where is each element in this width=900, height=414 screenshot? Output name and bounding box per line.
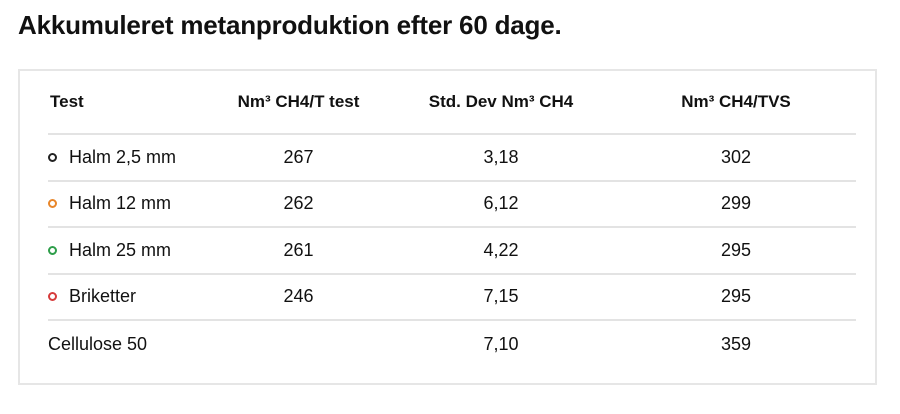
nm3-ch4-t-test-cell: 246 [283, 286, 314, 307]
std-dev-cell: 7,10 [483, 333, 519, 354]
header-nm3-ch4-tvs: Nm³ CH4/TVS [681, 92, 791, 111]
test-cell: Halm 2,5 mm [48, 147, 211, 168]
circle-marker-icon [48, 199, 57, 209]
circle-marker-icon [48, 292, 57, 302]
table-row: Halm 12 mm 262 6,12 299 [48, 182, 856, 228]
nm3-ch4-tvs-cell: 295 [720, 286, 752, 307]
std-dev-cell: 4,22 [483, 239, 519, 260]
circle-marker-icon [48, 152, 57, 162]
test-name: Cellulose 50 [48, 333, 148, 354]
header-std-dev: Std. Dev Nm³ CH4 [428, 92, 574, 111]
table-row: Briketter 246 7,15 295 [48, 275, 856, 321]
header-test: Test [50, 92, 84, 111]
std-dev-cell: 7,15 [483, 286, 519, 307]
nm3-ch4-t-test-cell: 262 [283, 193, 314, 214]
table-header-row: Test Nm³ CH4/T test Std. Dev Nm³ CH4 Nm³… [48, 71, 856, 135]
test-cell: Cellulose 50 [48, 334, 211, 355]
nm3-ch4-tvs-cell: 359 [720, 333, 752, 354]
nm3-ch4-tvs-cell: 302 [720, 146, 752, 167]
test-name: Halm 2,5 mm [69, 146, 177, 167]
table-row: Cellulose 50 7,10 359 [48, 321, 856, 368]
test-cell: Briketter [48, 286, 211, 307]
std-dev-cell: 3,18 [483, 146, 519, 167]
nm3-ch4-tvs-cell: 299 [720, 193, 752, 214]
test-cell: Halm 25 mm [48, 240, 211, 261]
table-row: Halm 2,5 mm 267 3,18 302 [48, 135, 856, 182]
test-name: Briketter [69, 286, 137, 307]
results-table-panel: Test Nm³ CH4/T test Std. Dev Nm³ CH4 Nm³… [18, 69, 877, 385]
test-name: Halm 25 mm [69, 239, 172, 260]
test-cell: Halm 12 mm [48, 193, 211, 214]
nm3-ch4-t-test-cell: 267 [283, 146, 314, 167]
nm3-ch4-tvs-cell: 295 [720, 239, 752, 260]
table-row: Halm 25 mm 261 4,22 295 [48, 228, 856, 275]
results-table: Test Nm³ CH4/T test Std. Dev Nm³ CH4 Nm³… [48, 71, 856, 368]
header-nm3-ch4-t-test: Nm³ CH4/T test [237, 92, 360, 111]
test-name: Halm 12 mm [69, 193, 172, 214]
page-title: Akkumuleret metanproduktion efter 60 dag… [18, 10, 562, 40]
nm3-ch4-t-test-cell: 261 [283, 239, 314, 260]
circle-marker-icon [48, 245, 57, 255]
std-dev-cell: 6,12 [483, 193, 519, 214]
